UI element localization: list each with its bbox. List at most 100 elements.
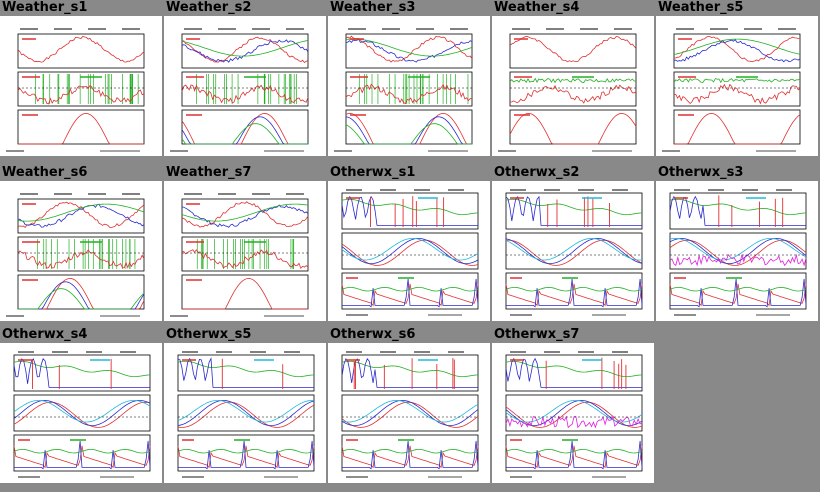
- plot-thumbnail[interactable]: [328, 181, 490, 321]
- legend-text: [186, 38, 200, 40]
- series-line: [341, 399, 479, 423]
- plot-panel-frame: [17, 236, 145, 272]
- legend-text: [346, 359, 360, 361]
- plot-panel-frame: [181, 71, 309, 107]
- plot-thumbnail[interactable]: [492, 16, 654, 156]
- legend-text: [22, 114, 38, 116]
- legend-text: [18, 439, 30, 441]
- plot-image: [177, 351, 315, 478]
- legend-text: [22, 241, 40, 243]
- legend-text: [252, 28, 270, 30]
- series-line: [505, 448, 643, 454]
- legend-text: [100, 150, 140, 152]
- series-line: [177, 399, 315, 423]
- legend-text: [612, 189, 628, 191]
- legend-text: [674, 189, 690, 191]
- legend-text: [678, 76, 696, 78]
- legend-text: [186, 279, 202, 281]
- legend-text: [186, 241, 204, 243]
- series-line: [13, 448, 151, 454]
- legend-text: [184, 193, 202, 195]
- thumbnail-title: Otherwx_s4: [2, 327, 88, 342]
- series-line: [341, 357, 478, 388]
- legend-text: [742, 189, 758, 191]
- thumbnail-title: Otherwx_s5: [166, 327, 252, 342]
- plot-thumbnail[interactable]: [164, 343, 326, 483]
- plot-panel-frame: [669, 232, 807, 270]
- plot-thumbnail[interactable]: [0, 16, 162, 156]
- plot-thumbnail[interactable]: [656, 181, 818, 321]
- plot-panel-frame: [17, 198, 145, 234]
- thumbnail-title: Otherwx_s3: [658, 165, 744, 180]
- series-line: [673, 38, 801, 55]
- plot-thumbnail[interactable]: [0, 181, 162, 321]
- legend-text: [22, 76, 40, 78]
- plot-thumbnail[interactable]: [164, 181, 326, 321]
- series-line: [505, 237, 643, 264]
- plot-panel-frame: [505, 192, 643, 230]
- legend-text: [578, 351, 594, 353]
- plot-panel-frame: [341, 354, 479, 392]
- legend-text: [710, 28, 728, 30]
- legend-text: [418, 359, 438, 361]
- legend-text: [346, 197, 360, 199]
- series-line: [669, 199, 806, 216]
- plot-image: [341, 189, 479, 316]
- series-line: [17, 203, 145, 222]
- legend-text: [346, 277, 358, 279]
- legend-text: [614, 28, 632, 30]
- plot-panel-frame: [181, 274, 309, 310]
- legend-text: [418, 197, 438, 199]
- series-line: [505, 199, 642, 216]
- legend-text: [244, 76, 266, 78]
- plot-image: [505, 351, 643, 478]
- legend-text: [18, 476, 40, 478]
- plot-panel-frame: [181, 109, 309, 145]
- legend-text: [264, 315, 304, 317]
- legend-text: [736, 76, 758, 78]
- series-line: [341, 286, 479, 292]
- thumbnail-title: Otherwx_s6: [330, 327, 416, 342]
- series-line: [17, 84, 145, 105]
- series-line: [17, 203, 145, 228]
- thumbnail-title: Otherwx_s7: [494, 327, 580, 342]
- plot-thumbnail[interactable]: [656, 16, 818, 156]
- legend-text: [250, 351, 266, 353]
- legend-text: [216, 351, 232, 353]
- legend-text: [52, 351, 68, 353]
- plot-image: [6, 28, 145, 152]
- plot-thumbnail[interactable]: [0, 343, 162, 483]
- series-line: [669, 286, 807, 292]
- legend-text: [254, 359, 274, 361]
- legend-text: [448, 351, 464, 353]
- plot-panel-frame: [505, 434, 643, 472]
- series-line: [181, 203, 309, 222]
- legend-text: [252, 193, 270, 195]
- plot-thumbnail[interactable]: [164, 16, 326, 156]
- plot-thumbnail[interactable]: [328, 343, 490, 483]
- legend-text: [346, 476, 368, 478]
- plot-panel-frame: [13, 354, 151, 392]
- series-line: [509, 112, 637, 145]
- series-line: [669, 237, 807, 261]
- legend-text: [100, 315, 140, 317]
- series-line: [505, 399, 643, 427]
- legend-text: [546, 28, 564, 30]
- legend-text: [592, 314, 626, 316]
- plot-panel-frame: [505, 354, 643, 392]
- plot-thumbnail[interactable]: [492, 181, 654, 321]
- plot-image: [6, 193, 145, 317]
- legend-text: [428, 150, 468, 152]
- plot-thumbnail[interactable]: [328, 16, 490, 156]
- legend-text: [20, 28, 38, 30]
- series-line: [177, 448, 315, 454]
- plot-thumbnail[interactable]: [492, 343, 654, 483]
- legend-text: [398, 439, 414, 441]
- series-line: [181, 84, 309, 104]
- plot-panel-frame: [177, 434, 315, 472]
- legend-text: [22, 203, 36, 205]
- plot-panel-frame: [177, 394, 315, 432]
- series-line: [345, 83, 473, 104]
- legend-text: [678, 38, 692, 40]
- legend-text: [120, 351, 136, 353]
